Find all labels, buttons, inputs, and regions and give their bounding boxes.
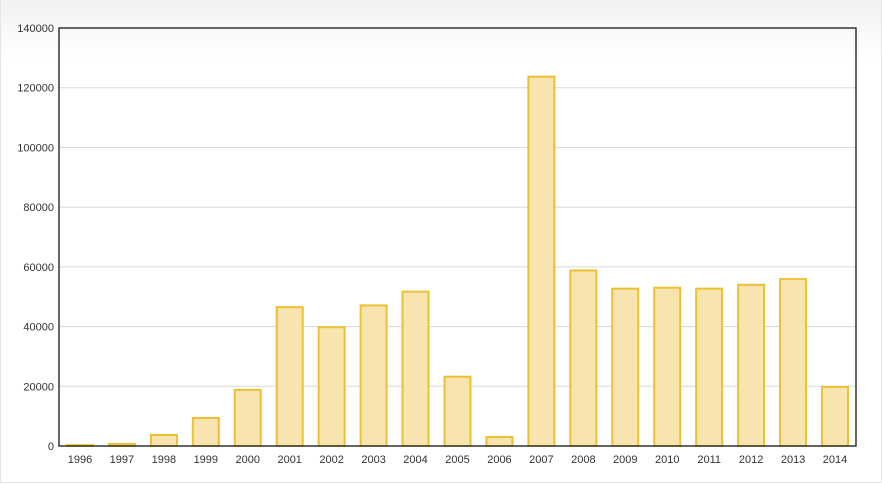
x-tick-label: 1998	[152, 454, 176, 466]
bar-2014[interactable]	[821, 385, 850, 447]
y-tick-label: 100000	[17, 142, 54, 154]
x-tick-label: 2010	[655, 454, 679, 466]
x-tick-label: 2011	[697, 454, 721, 466]
bar-2000[interactable]	[233, 388, 262, 447]
bar-2007[interactable]	[527, 75, 556, 447]
bars	[65, 75, 850, 448]
bar-2004[interactable]	[401, 290, 430, 448]
y-axis-labels: 0 20000 40000 60000 80000 100000 120000 140000	[17, 23, 54, 453]
bar-2011[interactable]	[695, 287, 724, 447]
y-tick-label: 120000	[17, 83, 54, 95]
bar-2002[interactable]	[317, 326, 346, 448]
bar-2003[interactable]	[359, 304, 388, 447]
gridlines	[59, 87, 856, 387]
bar-2013[interactable]	[779, 278, 808, 447]
x-tick-label: 2005	[445, 454, 469, 466]
y-tick-label: 60000	[23, 262, 54, 274]
bar-2012[interactable]	[737, 283, 766, 447]
x-tick-label: 2000	[236, 454, 260, 466]
x-tick-label: 2009	[613, 454, 637, 466]
y-tick-label: 40000	[23, 322, 54, 334]
x-tick-label: 2014	[823, 454, 847, 466]
x-tick-label: 2013	[781, 454, 805, 466]
x-tick-label: 2008	[571, 454, 595, 466]
x-axis-labels: 1996 1997 1998 1999 2000 2001 2002 2003 2004 2005…	[68, 454, 848, 466]
x-tick-label: 2001	[277, 454, 301, 466]
bar-2006[interactable]	[485, 436, 514, 447]
bar-2005[interactable]	[443, 375, 472, 447]
x-tick-label: 1996	[68, 454, 92, 466]
bar-2010[interactable]	[653, 286, 682, 447]
bar-2009[interactable]	[611, 287, 640, 447]
bar-1998[interactable]	[149, 433, 178, 447]
bar-2008[interactable]	[569, 269, 598, 447]
x-tick-label: 2012	[739, 454, 763, 466]
plot-area-border	[58, 27, 857, 447]
x-tick-label: 2003	[361, 454, 385, 466]
x-tick-label: 2007	[529, 454, 553, 466]
x-tick-label: 1997	[110, 454, 134, 466]
x-tick-label: 2002	[319, 454, 343, 466]
bar-2001[interactable]	[275, 306, 304, 447]
x-tick-label: 2006	[487, 454, 511, 466]
x-tick-label: 2004	[403, 454, 427, 466]
bar-1999[interactable]	[191, 416, 220, 448]
y-tick-label: 80000	[23, 202, 54, 214]
x-tick-label: 1999	[194, 454, 218, 466]
y-tick-label: 20000	[23, 381, 54, 393]
y-tick-label: 140000	[17, 23, 54, 35]
y-tick-label: 0	[48, 441, 54, 453]
